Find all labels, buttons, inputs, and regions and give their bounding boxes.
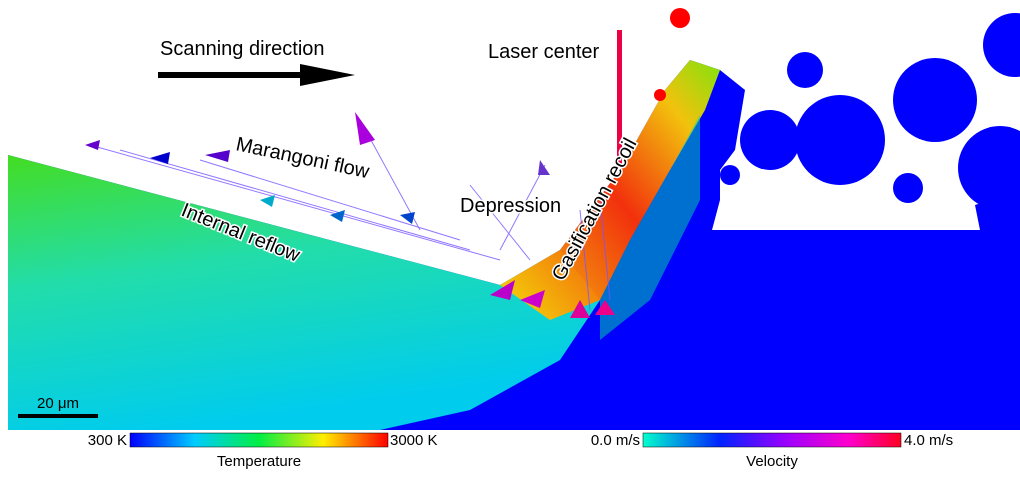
vel-title: Velocity [746, 453, 798, 470]
scale-label: 20 μm [37, 395, 79, 412]
temp-title: Temperature [217, 453, 301, 470]
figure: Scanning direction Laser center Marangon… [0, 0, 1020, 474]
scan-arrow [158, 64, 355, 86]
vel-min: 0.0 m/s [591, 432, 640, 449]
temperature-colorbar [130, 433, 388, 447]
powder-particles [720, 13, 1020, 210]
depression-label: Depression [460, 195, 561, 217]
scan-label: Scanning direction [160, 38, 325, 60]
marangoni-label: Marangoni flow [234, 133, 372, 183]
laser-label: Laser center [488, 41, 600, 63]
velocity-colorbar [643, 433, 901, 447]
temp-min: 300 K [88, 432, 127, 449]
vel-max: 4.0 m/s [904, 432, 953, 449]
scale-bar [18, 414, 98, 418]
temp-max: 3000 K [390, 432, 438, 449]
